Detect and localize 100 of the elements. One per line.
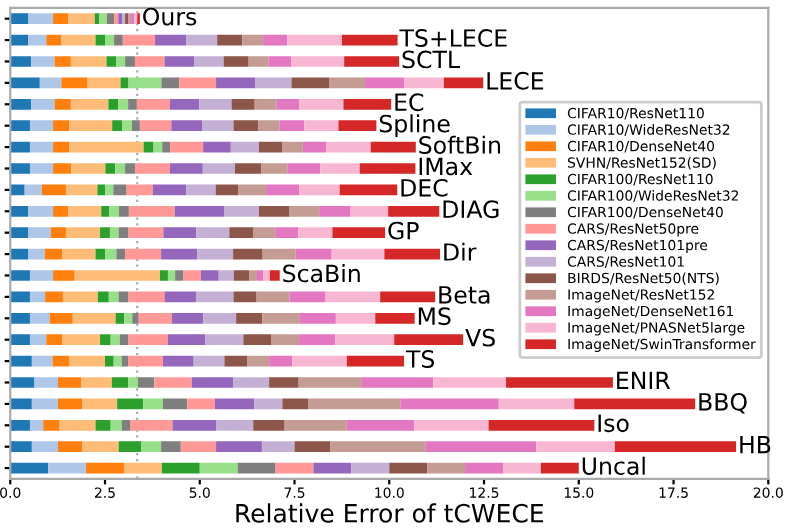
- bar: [276, 98, 300, 110]
- bar: [29, 419, 44, 431]
- bar: [62, 334, 101, 346]
- bar: [45, 291, 63, 303]
- bar: [197, 248, 234, 260]
- bar: [59, 419, 96, 431]
- bar: [195, 291, 234, 303]
- bar: [365, 77, 405, 89]
- bar: [242, 34, 264, 46]
- bar: [614, 441, 737, 453]
- bar: [229, 227, 254, 239]
- bar: [258, 141, 283, 153]
- bar: [31, 56, 55, 67]
- bar: [128, 355, 163, 367]
- bar: [70, 98, 109, 110]
- bar: [53, 141, 70, 153]
- bar: [488, 419, 595, 431]
- bar: [10, 141, 30, 153]
- bar: [95, 419, 111, 431]
- bar: [110, 334, 120, 346]
- bar: [255, 77, 292, 89]
- y-tick-label: MS: [418, 307, 451, 326]
- y-tick-label: ScaBin: [283, 264, 360, 283]
- bar: [10, 205, 29, 217]
- bar: [87, 77, 121, 89]
- bar: [106, 56, 117, 67]
- bar: [339, 184, 398, 196]
- bar: [128, 334, 168, 346]
- bar: [346, 419, 415, 431]
- bar: [169, 163, 203, 174]
- bar: [10, 77, 40, 89]
- bar: [287, 34, 342, 46]
- bar: [155, 34, 187, 46]
- bar: [330, 441, 426, 453]
- bar: [118, 441, 142, 453]
- bar: [10, 355, 32, 367]
- bar: [187, 398, 215, 410]
- bar: [194, 56, 224, 67]
- y-tick-label: DIAG: [443, 200, 499, 219]
- bar: [172, 419, 217, 431]
- bar: [268, 56, 292, 67]
- bar: [223, 56, 249, 67]
- bar: [62, 291, 98, 303]
- bar: [425, 441, 537, 453]
- bar: [143, 141, 154, 153]
- bar: [112, 120, 123, 132]
- bar: [28, 248, 45, 260]
- bar: [205, 334, 244, 346]
- bar: [164, 291, 196, 303]
- bar: [325, 291, 381, 303]
- bar: [116, 56, 126, 67]
- bar: [262, 312, 300, 324]
- bar: [126, 184, 153, 196]
- bar: [117, 398, 144, 410]
- bar: [72, 312, 116, 324]
- bar: [54, 98, 71, 110]
- bar: [224, 205, 259, 217]
- bar: [120, 77, 129, 89]
- bar: [370, 141, 416, 153]
- bar: [128, 291, 165, 303]
- bar: [139, 120, 172, 132]
- bar: [53, 120, 70, 132]
- bar: [465, 462, 503, 474]
- bar: [114, 34, 123, 46]
- y-tick-label: SoftBin: [419, 135, 501, 154]
- bar: [308, 398, 401, 410]
- bar: [161, 77, 180, 89]
- bar: [179, 77, 217, 89]
- bar: [97, 291, 109, 303]
- bar: [233, 377, 270, 388]
- y-tick-label: HB: [740, 436, 771, 454]
- bar: [224, 355, 248, 367]
- bar: [233, 270, 250, 281]
- bar: [253, 419, 285, 431]
- bar: [169, 98, 200, 110]
- bar: [34, 377, 58, 388]
- y-tick-label: DEC: [401, 178, 448, 197]
- bar: [46, 334, 63, 346]
- bar: [29, 334, 47, 346]
- bar: [338, 120, 377, 132]
- bar: [261, 163, 288, 174]
- bar: [361, 377, 434, 388]
- bar: [414, 419, 489, 431]
- bar: [427, 462, 466, 474]
- bar: [258, 120, 280, 132]
- bar: [180, 441, 217, 453]
- bar: [101, 205, 110, 217]
- bar: [287, 163, 321, 174]
- bar: [113, 184, 127, 196]
- bar: [61, 34, 96, 46]
- bar: [10, 227, 29, 239]
- bar: [203, 312, 237, 324]
- y-tick-label: GP: [388, 221, 419, 240]
- bar: [258, 205, 290, 217]
- bar: [53, 205, 69, 217]
- bar: [254, 398, 283, 410]
- bar: [58, 441, 83, 453]
- bar: [68, 355, 105, 367]
- bar: [302, 141, 326, 153]
- bar: [231, 98, 255, 110]
